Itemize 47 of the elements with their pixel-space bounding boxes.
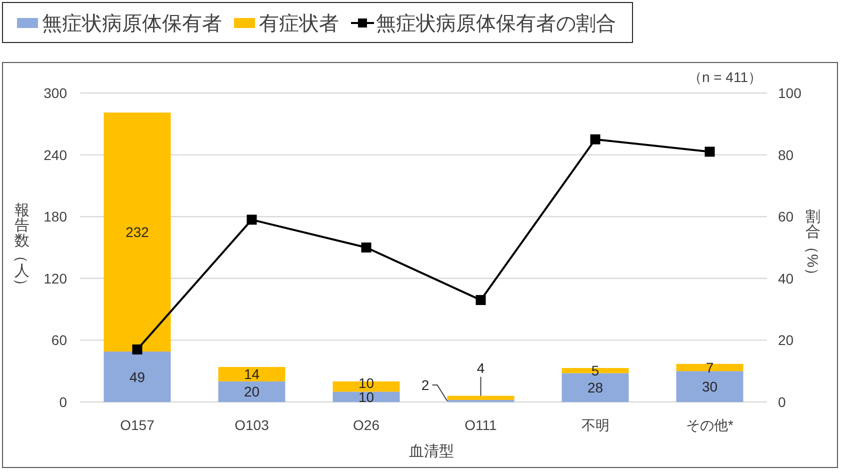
y-axis-title: 報告数（人） [12, 202, 30, 294]
y2-tick-label: 0 [778, 394, 786, 410]
data-label: 4 [476, 360, 485, 376]
data-label: 28 [587, 380, 604, 396]
data-label: 30 [702, 378, 718, 395]
data-label: 49 [129, 368, 146, 385]
point [132, 344, 142, 354]
data-label: 14 [244, 366, 260, 382]
bar [104, 352, 171, 402]
data-label: 10 [358, 388, 374, 405]
bar [218, 366, 286, 382]
x-tick-label: O111 [464, 417, 498, 433]
text: （n = 411） [688, 69, 762, 85]
y2-tick-label: 80 [778, 146, 794, 163]
bar [676, 371, 744, 402]
y-tick-label: 120 [44, 270, 68, 286]
y2-tick-label: 100 [778, 85, 802, 101]
point [476, 295, 486, 306]
point [590, 134, 600, 144]
y2-axis-title: 割合（%） [804, 208, 821, 282]
legend-label: 無症状病原体保有者 [42, 13, 222, 35]
x-tick-label: 不明 [581, 417, 610, 433]
x-axis-title: 血清型 [409, 443, 454, 460]
y-tick-label: 0 [59, 394, 68, 410]
point [704, 146, 715, 157]
bar [332, 392, 400, 402]
y-tick-label: 60 [51, 332, 68, 348]
point [246, 214, 257, 225]
data-label: 232 [126, 224, 150, 240]
x-tick-label: O157 [120, 417, 155, 433]
y2-tick-label: 60 [778, 208, 794, 225]
bar [104, 112, 171, 352]
legend-label: 有症状者 [259, 13, 339, 35]
y-tick-label: 240 [44, 146, 68, 163]
point [361, 242, 372, 252]
y-tick-label: 300 [44, 85, 68, 101]
bar [218, 381, 286, 402]
legend-label: 無症状病原体保有者の割合 [376, 13, 616, 35]
bar [447, 396, 514, 400]
y2-tick-label: 40 [778, 270, 794, 286]
data-label: 20 [244, 384, 260, 400]
x-tick-label: O103 [234, 417, 270, 433]
y-tick-label: 180 [44, 208, 68, 225]
x-tick-label: その他* [686, 417, 734, 433]
x-tick-label: O26 [353, 417, 380, 433]
y2-tick-label: 20 [778, 332, 794, 348]
data-label: 2 [421, 377, 430, 393]
